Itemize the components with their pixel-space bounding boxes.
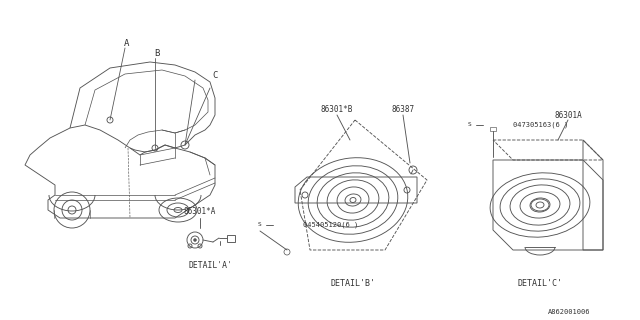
Text: DETAIL'C': DETAIL'C' <box>518 278 563 287</box>
Circle shape <box>193 238 196 242</box>
Text: 86301*B: 86301*B <box>321 106 353 115</box>
Text: 86301*A: 86301*A <box>184 207 216 217</box>
Text: A: A <box>124 39 130 49</box>
Text: DETAIL'B': DETAIL'B' <box>330 278 376 287</box>
Text: S: S <box>258 222 262 228</box>
Text: 045405120(6 ): 045405120(6 ) <box>303 222 358 228</box>
Text: B: B <box>154 50 160 59</box>
Text: 86387: 86387 <box>392 106 415 115</box>
Text: 047305163(6 ): 047305163(6 ) <box>513 122 568 128</box>
Text: 86301A: 86301A <box>554 110 582 119</box>
Text: A862001006: A862001006 <box>547 309 590 315</box>
Text: C: C <box>212 71 218 81</box>
Text: DETAIL'A': DETAIL'A' <box>188 260 232 269</box>
Text: S: S <box>468 123 472 127</box>
